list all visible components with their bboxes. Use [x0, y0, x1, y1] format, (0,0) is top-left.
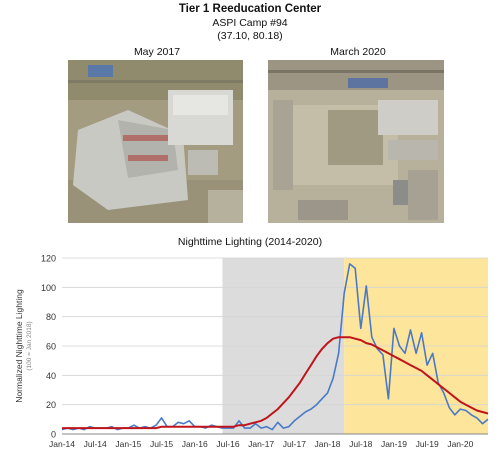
x-tick-label: Jul-15 [150, 439, 173, 449]
y-tick-label: 60 [46, 342, 56, 352]
y-tick-label: 100 [41, 283, 56, 293]
y-tick-label: 0 [51, 430, 56, 440]
x-tick-label: Jan-20 [447, 439, 473, 449]
camp-coordinates: (37.10, 80.18) [217, 30, 283, 42]
series-line-observed [61, 263, 489, 431]
camp-id: ASPI Camp #94 [212, 17, 288, 29]
x-tick-label: Jan-14 [49, 439, 75, 449]
x-tick-label: Jul-18 [349, 439, 372, 449]
x-tick-label: Jan-16 [182, 439, 208, 449]
series-line-trend [62, 336, 489, 430]
x-tick-label: Jul-14 [84, 439, 107, 449]
y-axis-note: (100 = Jan 2018) [26, 321, 33, 370]
image-label-before: May 2017 [133, 46, 181, 58]
y-axis-label: Normalized Nighttime Lighting [14, 289, 24, 403]
x-tick-label: Jan-15 [115, 439, 141, 449]
y-tick-label: 40 [46, 371, 56, 381]
x-tick-label: Jul-17 [283, 439, 306, 449]
x-tick-label: Jan-17 [248, 439, 274, 449]
page-title: Tier 1 Reeducation Center [178, 3, 322, 15]
x-tick-label: Jan-18 [315, 439, 341, 449]
x-tick-label: Jul-16 [216, 439, 239, 449]
x-tick-label: Jul-19 [416, 439, 439, 449]
y-tick-label: 20 [46, 400, 56, 410]
image-label-after: March 2020 [330, 46, 386, 58]
satellite-image-after [268, 60, 444, 223]
y-tick-label: 80 [46, 312, 56, 322]
x-tick-label: Jan-19 [381, 439, 407, 449]
y-tick-label: 120 [41, 254, 56, 264]
chart-title: Nighttime Lighting (2014-2020) [177, 236, 323, 248]
satellite-image-before [68, 60, 243, 223]
